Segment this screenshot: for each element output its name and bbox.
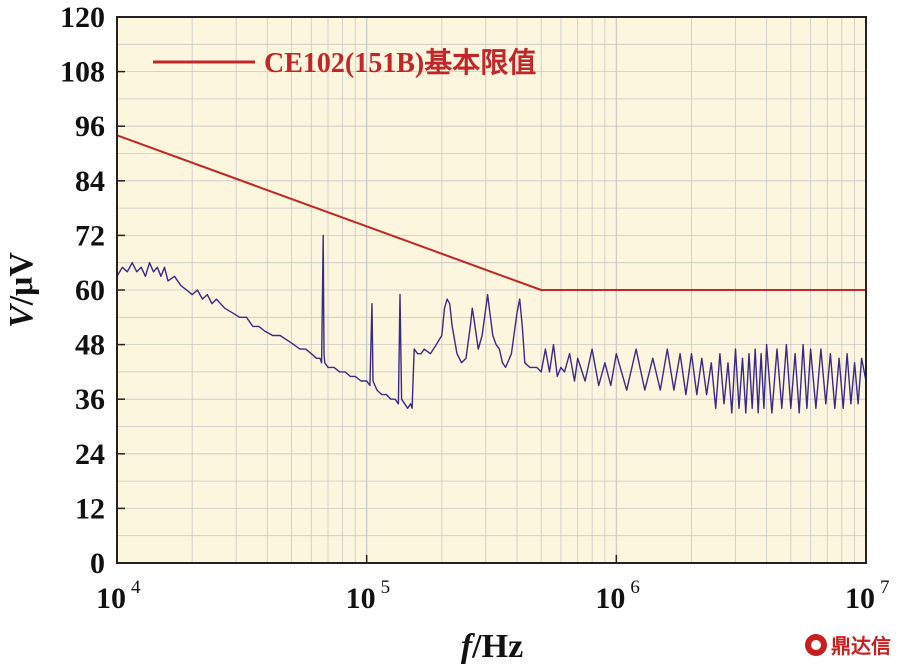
y-tick-label: 48 <box>75 329 105 362</box>
x-tick-label: 10 <box>595 582 625 615</box>
x-tick-label: 10 <box>346 582 376 615</box>
x-axis-ticks: 10 4 10 5 10 6 10 7 <box>96 555 890 615</box>
y-axis-title: V/μV <box>3 252 40 328</box>
x-tick-label: 10 <box>845 582 875 615</box>
watermark: 鼎达信 <box>805 630 891 659</box>
y-axis-title-symbol: V <box>3 303 40 328</box>
x-axis-title: f/Hz <box>461 628 523 665</box>
x-tick-exponent: 7 <box>880 577 890 598</box>
y-tick-label: 0 <box>90 547 105 580</box>
y-tick-label: 96 <box>75 110 105 143</box>
x-tick-exponent: 5 <box>381 577 391 598</box>
y-tick-label: 120 <box>60 1 105 34</box>
measured-emission-line <box>116 234 867 414</box>
x-tick-exponent: 6 <box>630 577 640 598</box>
x-axis-title-unit: /Hz <box>471 628 523 665</box>
x-axis-title-symbol: f <box>461 628 476 665</box>
x-tick-exponent: 4 <box>131 577 141 598</box>
y-tick-label: 24 <box>75 438 105 471</box>
y-axis-title-unit: /μV <box>3 252 40 307</box>
legend: CE102(151B)基本限值 <box>153 47 536 79</box>
legend-label-limit: CE102(151B)基本限值 <box>264 47 536 79</box>
y-axis-ticks: 0 12 24 36 48 60 72 84 96 108 120 <box>60 1 125 580</box>
y-tick-label: 84 <box>75 165 105 198</box>
series-layer <box>116 134 867 414</box>
watermark-logo-icon <box>805 633 827 656</box>
y-tick-label: 108 <box>60 56 105 89</box>
y-tick-label: 72 <box>75 219 105 252</box>
y-tick-label: 60 <box>75 274 105 307</box>
x-tick-label: 10 <box>96 582 126 615</box>
watermark-text: 鼎达信 <box>831 634 891 658</box>
y-tick-label: 36 <box>75 383 105 416</box>
y-tick-label: 12 <box>75 492 105 525</box>
limit-line <box>116 134 866 291</box>
